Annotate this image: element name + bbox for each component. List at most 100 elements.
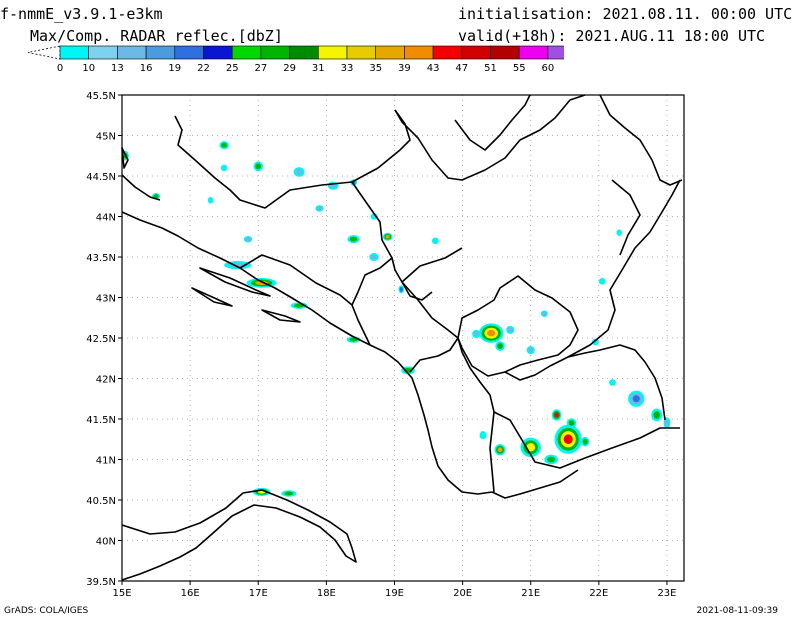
render-timestamp: 2021-08-11-09:39 <box>696 606 779 616</box>
radar-echo <box>220 164 228 172</box>
kosovo-border <box>457 275 579 377</box>
colorbar-tick-label: 39 <box>398 63 411 74</box>
longitude-tick-label: 21E <box>521 588 540 599</box>
latitude-tick-label: 41N <box>96 456 116 467</box>
radar-echo <box>317 206 323 211</box>
latitude-tick-label: 42.5N <box>86 334 116 345</box>
latitude-tick-label: 43N <box>96 294 116 305</box>
border <box>239 254 371 346</box>
colorbar-tick-label: 25 <box>226 63 239 74</box>
grads-credit: GrADS: COLA/IGES <box>4 606 89 616</box>
lat-lon-grid <box>118 94 684 585</box>
valid-time: valid(+18h): 2021.AUG.11 18:00 UTC <box>458 27 766 45</box>
radar-echo <box>497 343 503 350</box>
longitude-tick-label: 22E <box>589 588 608 599</box>
longitude-tick-label: 19E <box>385 588 404 599</box>
radar-echo <box>632 395 640 403</box>
radar-echo <box>349 236 358 242</box>
radar-echo <box>497 447 503 453</box>
longitude-tick-label: 18E <box>317 588 336 599</box>
longitude-tick-labels: 15E 16E 17E 18E 19E 20E 21E 22E 23E <box>112 588 676 599</box>
colorbar-tick-label: 43 <box>427 63 440 74</box>
border <box>401 247 463 283</box>
island <box>191 287 233 307</box>
radar-echo <box>487 329 496 337</box>
radar-echo <box>664 419 670 427</box>
latitude-tick-label: 43.5N <box>86 253 116 264</box>
radar-echo <box>526 443 536 452</box>
latitude-tick-label: 39.5N <box>86 577 116 588</box>
radar-echo <box>616 229 623 236</box>
colorbar-tick-label: 55 <box>513 63 526 74</box>
radar-echo <box>609 379 616 386</box>
latitude-tick-label: 44N <box>96 213 116 224</box>
radar-echo <box>245 237 251 242</box>
colorbar-tick-label: 60 <box>542 63 555 74</box>
radar-echo <box>582 438 588 445</box>
latitude-tick-label: 42N <box>96 375 116 386</box>
italy-coastline <box>121 489 357 581</box>
radar-echo <box>563 434 573 445</box>
radar-echo <box>653 411 661 419</box>
longitude-tick-label: 17E <box>249 588 268 599</box>
radar-echo <box>431 237 439 245</box>
radar-echo <box>568 420 575 426</box>
colorbar-tick-label: 19 <box>168 63 181 74</box>
radar-echo <box>255 163 262 170</box>
colorbar-tick-label: 35 <box>369 63 382 74</box>
radar-echo <box>473 331 479 337</box>
colorbar-tick-label: 22 <box>197 63 210 74</box>
latitude-tick-labels: 39.5N 40N 40.5N 41N 41.5N 42N 42.5N 43N 43.5N 44N… <box>86 91 116 588</box>
longitude-tick-label: 23E <box>657 588 676 599</box>
radar-echo <box>153 194 159 199</box>
radar-echo <box>385 235 390 239</box>
radar-echo <box>592 338 599 346</box>
reflectivity-echoes <box>122 141 671 497</box>
map-frame <box>121 94 685 582</box>
radar-echo <box>479 431 487 440</box>
radar-echo <box>528 347 534 353</box>
latitude-tick-label: 44.5N <box>86 172 116 183</box>
colorbar-legend: 0 10 13 16 19 22 25 27 29 31 33 35 39 43 47 51 55 60 <box>27 45 564 74</box>
field-title: Max/Comp. RADAR reflec.[dbZ] <box>30 27 283 45</box>
border <box>457 337 495 493</box>
colorbar-under-arrow <box>27 45 61 60</box>
border <box>454 94 531 151</box>
radar-echo <box>598 278 606 285</box>
radar-echo <box>507 327 513 333</box>
latitude-tick-label: 45.5N <box>86 91 116 102</box>
radar-echo <box>554 412 559 418</box>
colorbar-tick-label: 10 <box>82 63 95 74</box>
colorbar-tick-label: 16 <box>140 63 153 74</box>
border <box>504 344 666 421</box>
radar-echo <box>542 311 547 316</box>
border <box>611 179 641 256</box>
border <box>351 181 433 301</box>
border <box>394 94 586 181</box>
radar-echo <box>547 456 556 463</box>
radar-echo <box>295 169 303 175</box>
croatia-coastline <box>121 174 371 346</box>
colorbar-tick-label: 0 <box>57 63 63 74</box>
model-title: f-nmmE_v3.9.1-e3km <box>0 5 163 23</box>
coastlines-and-borders <box>121 94 683 581</box>
colorbar-tick-label: 33 <box>341 63 354 74</box>
colorbar-tick-label: 27 <box>255 63 268 74</box>
longitude-tick-label: 15E <box>112 588 131 599</box>
radar-echo <box>221 142 228 148</box>
colorbar-tick-label: 13 <box>111 63 124 74</box>
border <box>351 257 459 373</box>
longitude-tick-label: 20E <box>453 588 472 599</box>
island <box>199 267 271 297</box>
island <box>261 309 301 323</box>
latitude-tick-label: 40N <box>96 537 116 548</box>
colorbar-tick-label: 51 <box>484 63 497 74</box>
latitude-tick-label: 40.5N <box>86 496 116 507</box>
radar-echo <box>284 491 294 496</box>
colorbar-tick-label: 47 <box>455 63 468 74</box>
border <box>493 411 680 469</box>
border <box>567 179 681 358</box>
longitude-tick-label: 16E <box>181 588 200 599</box>
latitude-tick-label: 45N <box>96 132 116 143</box>
